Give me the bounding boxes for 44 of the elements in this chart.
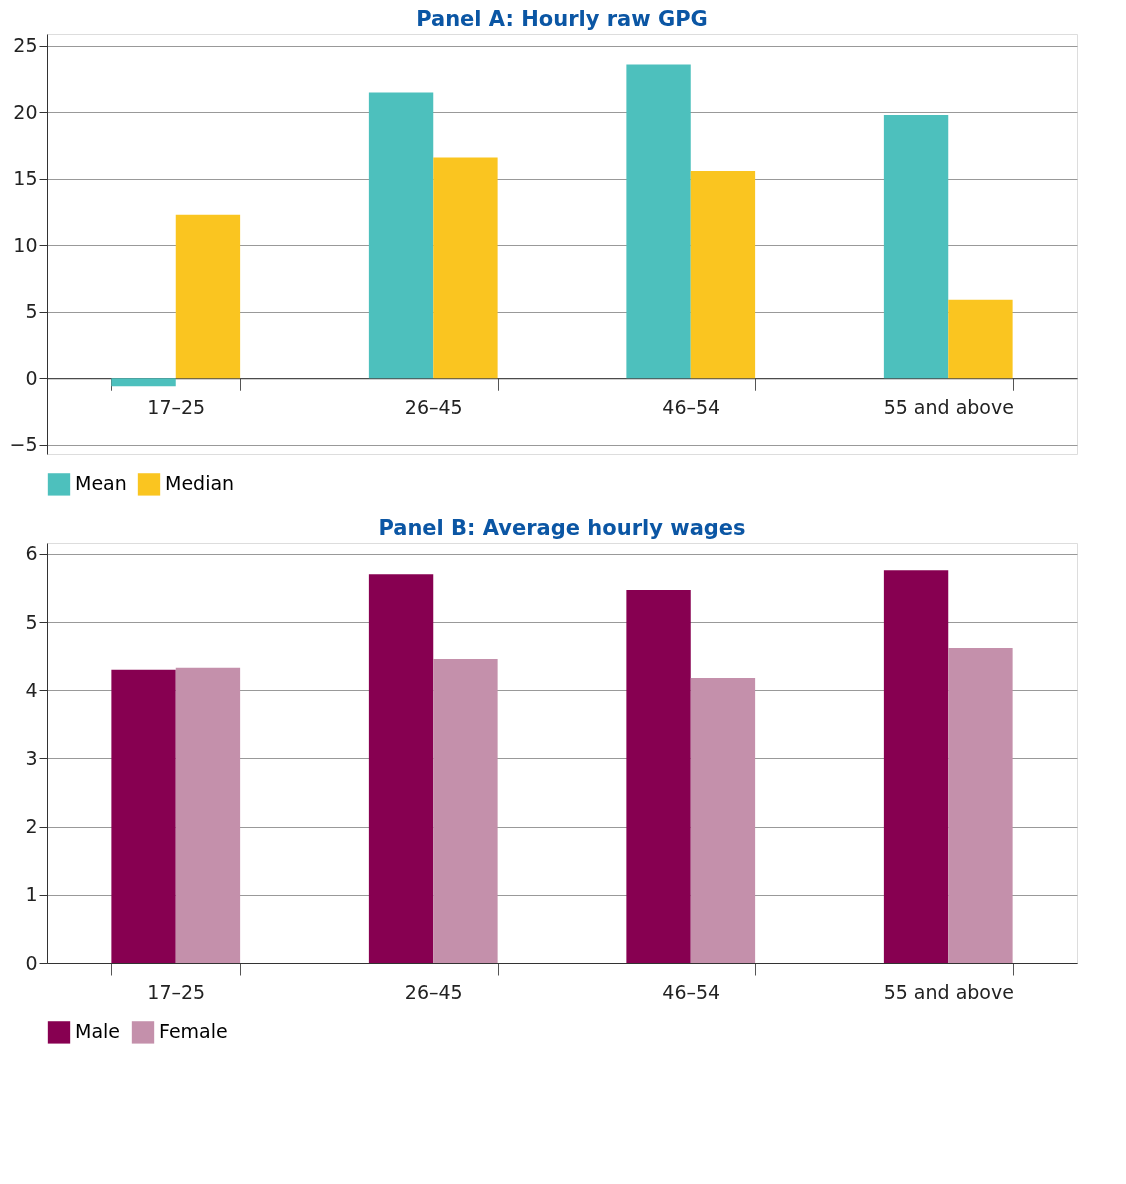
x-tick-label: 55 and above [883,980,1014,1003]
y-tick-label: 2 [25,815,38,838]
x-tick-label: 46–54 [662,395,721,418]
x-tick-label: 17–25 [147,395,206,418]
bar [883,570,949,963]
y-tick-label: 25 [13,34,38,57]
bar [948,299,1013,379]
y-tick-label: 20 [13,100,38,123]
x-tick-label: 26–45 [404,980,463,1003]
y-tick-label: 6 [25,542,38,565]
y-tick-label: 5 [25,300,38,323]
bar [883,115,949,379]
y-tick-label: 0 [25,951,38,974]
bar [175,214,241,379]
bar [626,590,691,963]
legend-label: Male [75,1020,121,1043]
y-tick-label: 15 [13,167,38,190]
bar [626,64,691,379]
y-tick-label: 3 [25,746,38,769]
bar [111,669,176,963]
x-tick-label: 46–54 [662,980,721,1003]
bar [690,170,756,379]
legend-label: Female [159,1020,228,1043]
legend-label: Median [165,472,235,495]
bar [690,678,756,963]
bar [175,667,241,963]
bar [948,648,1013,963]
y-tick-label: −5 [9,433,38,456]
chart-title: Panel B: Average hourly wages [378,516,746,540]
y-tick-label: 4 [25,678,38,701]
x-tick-label: 55 and above [883,395,1014,418]
bar [111,378,176,387]
chart-title: Panel A: Hourly raw GPG [416,7,708,31]
bar [368,92,434,379]
bar [368,574,434,963]
y-tick-label: 1 [25,883,38,906]
bar [433,658,498,963]
y-tick-label: 5 [25,610,38,633]
x-tick-label: 26–45 [404,395,463,418]
x-tick-label: 17–25 [147,980,206,1003]
bar [433,157,498,379]
y-tick-label: 10 [13,233,38,256]
y-tick-label: 0 [25,366,38,389]
legend-label: Mean [75,472,127,495]
